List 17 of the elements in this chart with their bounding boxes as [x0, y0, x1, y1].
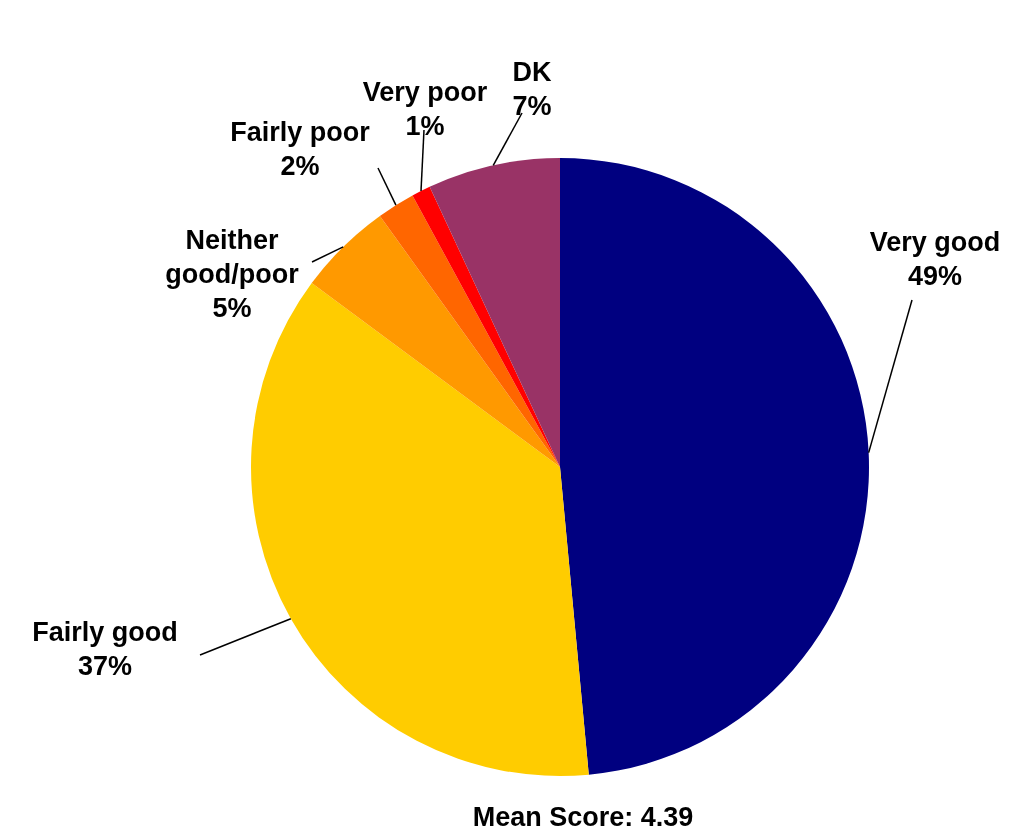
slice-label: Very poor — [362, 77, 488, 107]
data-label: 7% — [512, 91, 552, 121]
pie-slice — [429, 158, 560, 467]
text: Mean Score: 4.39 — [472, 802, 694, 832]
slice-label: Fairly poor — [230, 117, 371, 147]
data-label: 37% — [77, 651, 133, 681]
slice-label: DK — [512, 57, 552, 87]
slice-label: Fairly good — [32, 617, 178, 647]
data-label: 49% — [907, 261, 963, 291]
data-label: 2% — [280, 151, 320, 181]
slice-label: Neither good/poor — [165, 225, 300, 289]
slice-label: Very good — [869, 227, 1001, 257]
data-label: 5% — [212, 293, 252, 323]
pie-slice — [379, 195, 560, 467]
pie-slice — [560, 158, 869, 775]
data-label: 1% — [405, 111, 445, 141]
pie-slice — [311, 215, 560, 467]
